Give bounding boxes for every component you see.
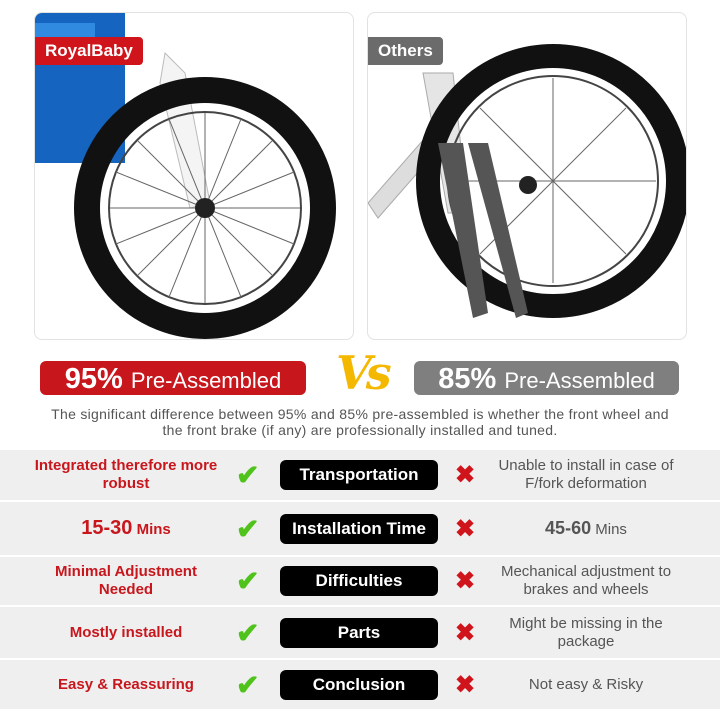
description: The significant difference between 95% a… [51,406,669,438]
comparison-row: Easy & Reassuring ✔ Conclusion ✖ Not eas… [0,660,720,709]
check-icon: ✔ [236,513,260,544]
others-brand-tag: Others [368,37,443,65]
others-bike-photo: Others [367,12,687,340]
category-label: Parts [280,617,438,648]
others-value: 45-60 Mins [486,519,686,539]
cross-icon: ✖ [455,671,476,698]
royalbaby-brand-tag: RoyalBaby [35,37,143,65]
others-value: Might be missing in the package [509,614,663,650]
check-icon: ✔ [236,565,260,597]
others-time: 45-60 [545,517,592,538]
others-value: Mechanical adjustment to brakes and whee… [500,563,672,598]
category-label: Difficulties [280,566,438,596]
comparison-row: Minimal Adjustment Needed ✔ Difficulties… [0,557,720,605]
cross-icon: ✖ [455,619,476,646]
cross-icon: ✖ [455,567,476,595]
badge-percent: 95% [64,363,123,395]
others-value: Not easy & Risky [528,675,644,693]
others-wheel-illustration [368,44,686,318]
royalbaby-time-unit: Mins [136,520,171,538]
category-label: Transportation [280,460,438,490]
others-value: Unable to install in case of F/fork defo… [498,457,674,492]
royalbaby-bike-photo: RoyalBaby [34,12,354,340]
comparison-row: 15-30 Mins ✔ Installation Time ✖ 45-60 M… [0,502,720,555]
royalbaby-value: 15-30 Mins [30,516,222,539]
royalbaby-time: 15-30 [81,516,133,539]
check-icon: ✔ [236,669,260,700]
check-icon: ✔ [236,459,260,491]
cross-icon: ✖ [455,515,476,542]
comparison-row: Integrated therefore more robust ✔ Trans… [0,450,720,500]
badge-label: Pre-Assembled [504,368,655,393]
royalbaby-value: Integrated therefore more robust [34,457,218,492]
check-icon: ✔ [236,617,260,648]
cross-icon: ✖ [455,461,476,489]
category-label: Installation Time [280,513,438,544]
others-time-unit: Mins [595,520,627,538]
royalbaby-preassembled-badge: 95% Pre-Assembled [40,361,306,395]
category-label: Conclusion [280,669,438,700]
others-preassembled-badge: 85% Pre-Assembled [414,361,679,395]
royalbaby-value: Mostly installed [69,623,183,641]
comparison-row: Mostly installed ✔ Parts ✖ Might be miss… [0,607,720,658]
vs-logo: Vs [336,346,392,400]
royalbaby-value: Easy & Reassuring [58,675,194,693]
royalbaby-value: Minimal Adjustment Needed [55,563,197,598]
badge-label: Pre-Assembled [130,368,282,393]
badge-percent: 85% [438,363,497,395]
